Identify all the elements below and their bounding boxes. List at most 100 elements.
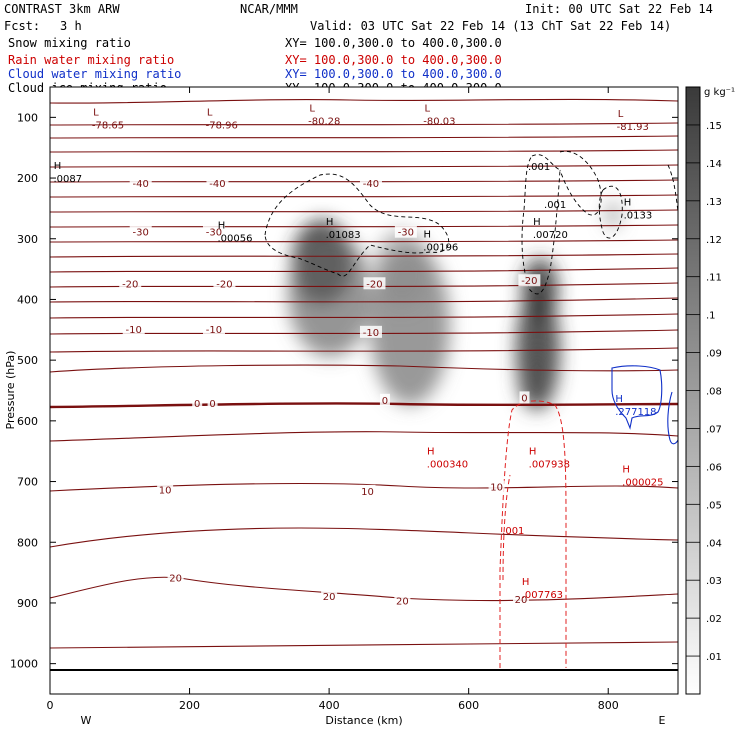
y-tick-label: 400 [17,293,38,306]
colorbar-ticks: .01 .02 .03 .04 .05 .06 .07 .08 .09 .1 .11 .12 .13 .1… [686,121,722,663]
temperature-label-halo [488,480,505,493]
cloud-water-labels: H .277118 [615,394,656,418]
y-tick-label: 100 [17,111,38,124]
snow-max-label: .00196 [423,243,458,254]
cloud-water-max-label: .277118 [615,407,656,418]
temperature-label-halo [379,393,390,406]
plot-area: -40 -40 -40 -30 -30 -30 -20 -20 -20 -20 -10 -10 -10 0… [50,87,678,694]
pressure-min-label: -78.65 [92,121,124,132]
temperature-label-halo [202,322,225,335]
temperature-label: 0 [194,399,200,410]
temperature-label: 20 [169,574,182,585]
x-axis-title: Distance (km) [325,714,402,727]
temperature-label: -10 [206,325,222,336]
snow-max-marker: H [533,217,541,228]
temperature-label: -40 [133,179,149,190]
field-name-snow: Snow mixing ratio [8,36,131,50]
y-tick-label: 800 [17,536,38,549]
temperature-label: -40 [363,179,379,190]
temperature-label: -30 [398,228,414,239]
init-time: Init: 00 UTC Sat 22 Feb 14 [525,2,713,16]
pressure-min-label: -78.96 [206,121,238,132]
temperature-label-halo [213,277,236,290]
temperature-label-halo [207,396,218,409]
temperature-label: 0 [521,393,527,404]
colorbar-tick-label: .09 [706,349,722,360]
temperature-label-halo [129,225,152,238]
temperature-label-halo [122,322,145,335]
temperature-label: -30 [133,228,149,239]
temperature-label: 10 [361,487,374,498]
colorbar-tick-label: .02 [706,614,722,625]
cloud-water-contours [611,365,678,445]
temperature-label-halo [157,483,174,496]
temperature-contours [50,98,678,649]
y-tick-label: 300 [17,233,38,246]
rain-max-labels: H .000340 H .007938 H .000025 H .007763 .001 [427,446,664,601]
x-tick-label: 600 [458,699,479,712]
snow-max-marker: H [218,221,226,232]
x-tick-label: 0 [47,699,54,712]
rain-max-label: .000340 [427,459,468,470]
colorbar-tick-label: .07 [706,424,722,435]
colorbar-tick-label: .1 [706,311,716,322]
x-tick-label: 800 [598,699,619,712]
temperature-label-halo [359,325,382,338]
model-title: CONTRAST 3km ARW [4,2,120,16]
snow-max-label: .0087 [53,174,82,185]
temperature-label-halo [321,589,338,602]
temperature-label: 10 [159,486,172,497]
temperature-label-halo [513,592,529,605]
field-name-cloud-water: Cloud water mixing ratio [8,67,181,81]
colorbar-tick-label: .12 [706,235,722,246]
snow-max-label: .00056 [217,234,252,245]
snow-max-marker: H [424,230,432,241]
colorbar-unit: g kg⁻¹ [704,87,735,98]
rain-max-label: .007938 [529,459,570,470]
east-label: E [659,714,666,727]
temperature-label: 10 [490,483,503,494]
x-axis: 0 200 400 600 800 [47,87,619,712]
colorbar-tick-label: .06 [706,462,722,473]
pressure-min-label-marker: L [309,103,315,114]
colorbar-tick-label: .05 [706,500,722,511]
pressure-min-label-marker: L [207,108,213,119]
rain-max-label: .007763 [522,590,563,601]
rain-max-label: .000025 [622,478,663,489]
temperature-labels: -40 -40 -40 -30 -30 -30 -20 -20 -20 -20 -10 -10 -10 0… [119,177,541,608]
valid-time: Valid: 03 UTC Sat 22 Feb 14 (13 ChT Sat … [310,19,671,33]
field-xy-rain: XY= 100.0,300.0 to 400.0,300.0 [285,53,502,67]
colorbar-tick-label: .14 [706,159,722,170]
temperature-label: -30 [206,228,222,239]
y-axis-title: Pressure (hPa) [4,351,17,430]
temperature-label-halo [167,571,184,584]
pressure-min-label-marker: L [93,108,99,119]
temperature-label-halo [394,594,411,607]
snow-max-label: .001 [544,200,566,211]
y-tick-label: 700 [17,476,38,489]
cloud-water-max-label-marker: H [615,394,623,405]
pressure-min-label: -81.93 [617,122,649,133]
y-tick-label: 1000 [10,658,38,671]
temperature-label: -20 [366,279,382,290]
y-tick-label: 200 [17,172,38,185]
snow-max-marker: H [624,197,632,208]
temperature-label: -10 [126,325,142,336]
pressure-min-label: -80.03 [423,116,455,127]
y-tick-label: 500 [17,354,38,367]
temperature-label: 0 [209,399,215,410]
colorbar: g kg⁻¹ .01 .02 .03 .04 .05 .06 .07 .08 .09 .1 .11.… [685,86,735,695]
temperature-label-halo [359,484,376,497]
colorbar-tick-label: .04 [706,538,722,549]
forecast-label: Fcst: [4,19,40,33]
temperature-label: -10 [363,328,379,339]
snow-max-labels: H .00056 H .01083 H .00196 H .00720 H .0133 H .0087… [53,161,652,254]
plot-frame [49,86,679,695]
temperature-label-halo [192,396,203,409]
snow-contours [264,150,678,295]
pressure-min-label-marker: L [618,109,624,120]
temperature-label: -40 [209,179,225,190]
colorbar-tick-label: .15 [706,121,722,132]
